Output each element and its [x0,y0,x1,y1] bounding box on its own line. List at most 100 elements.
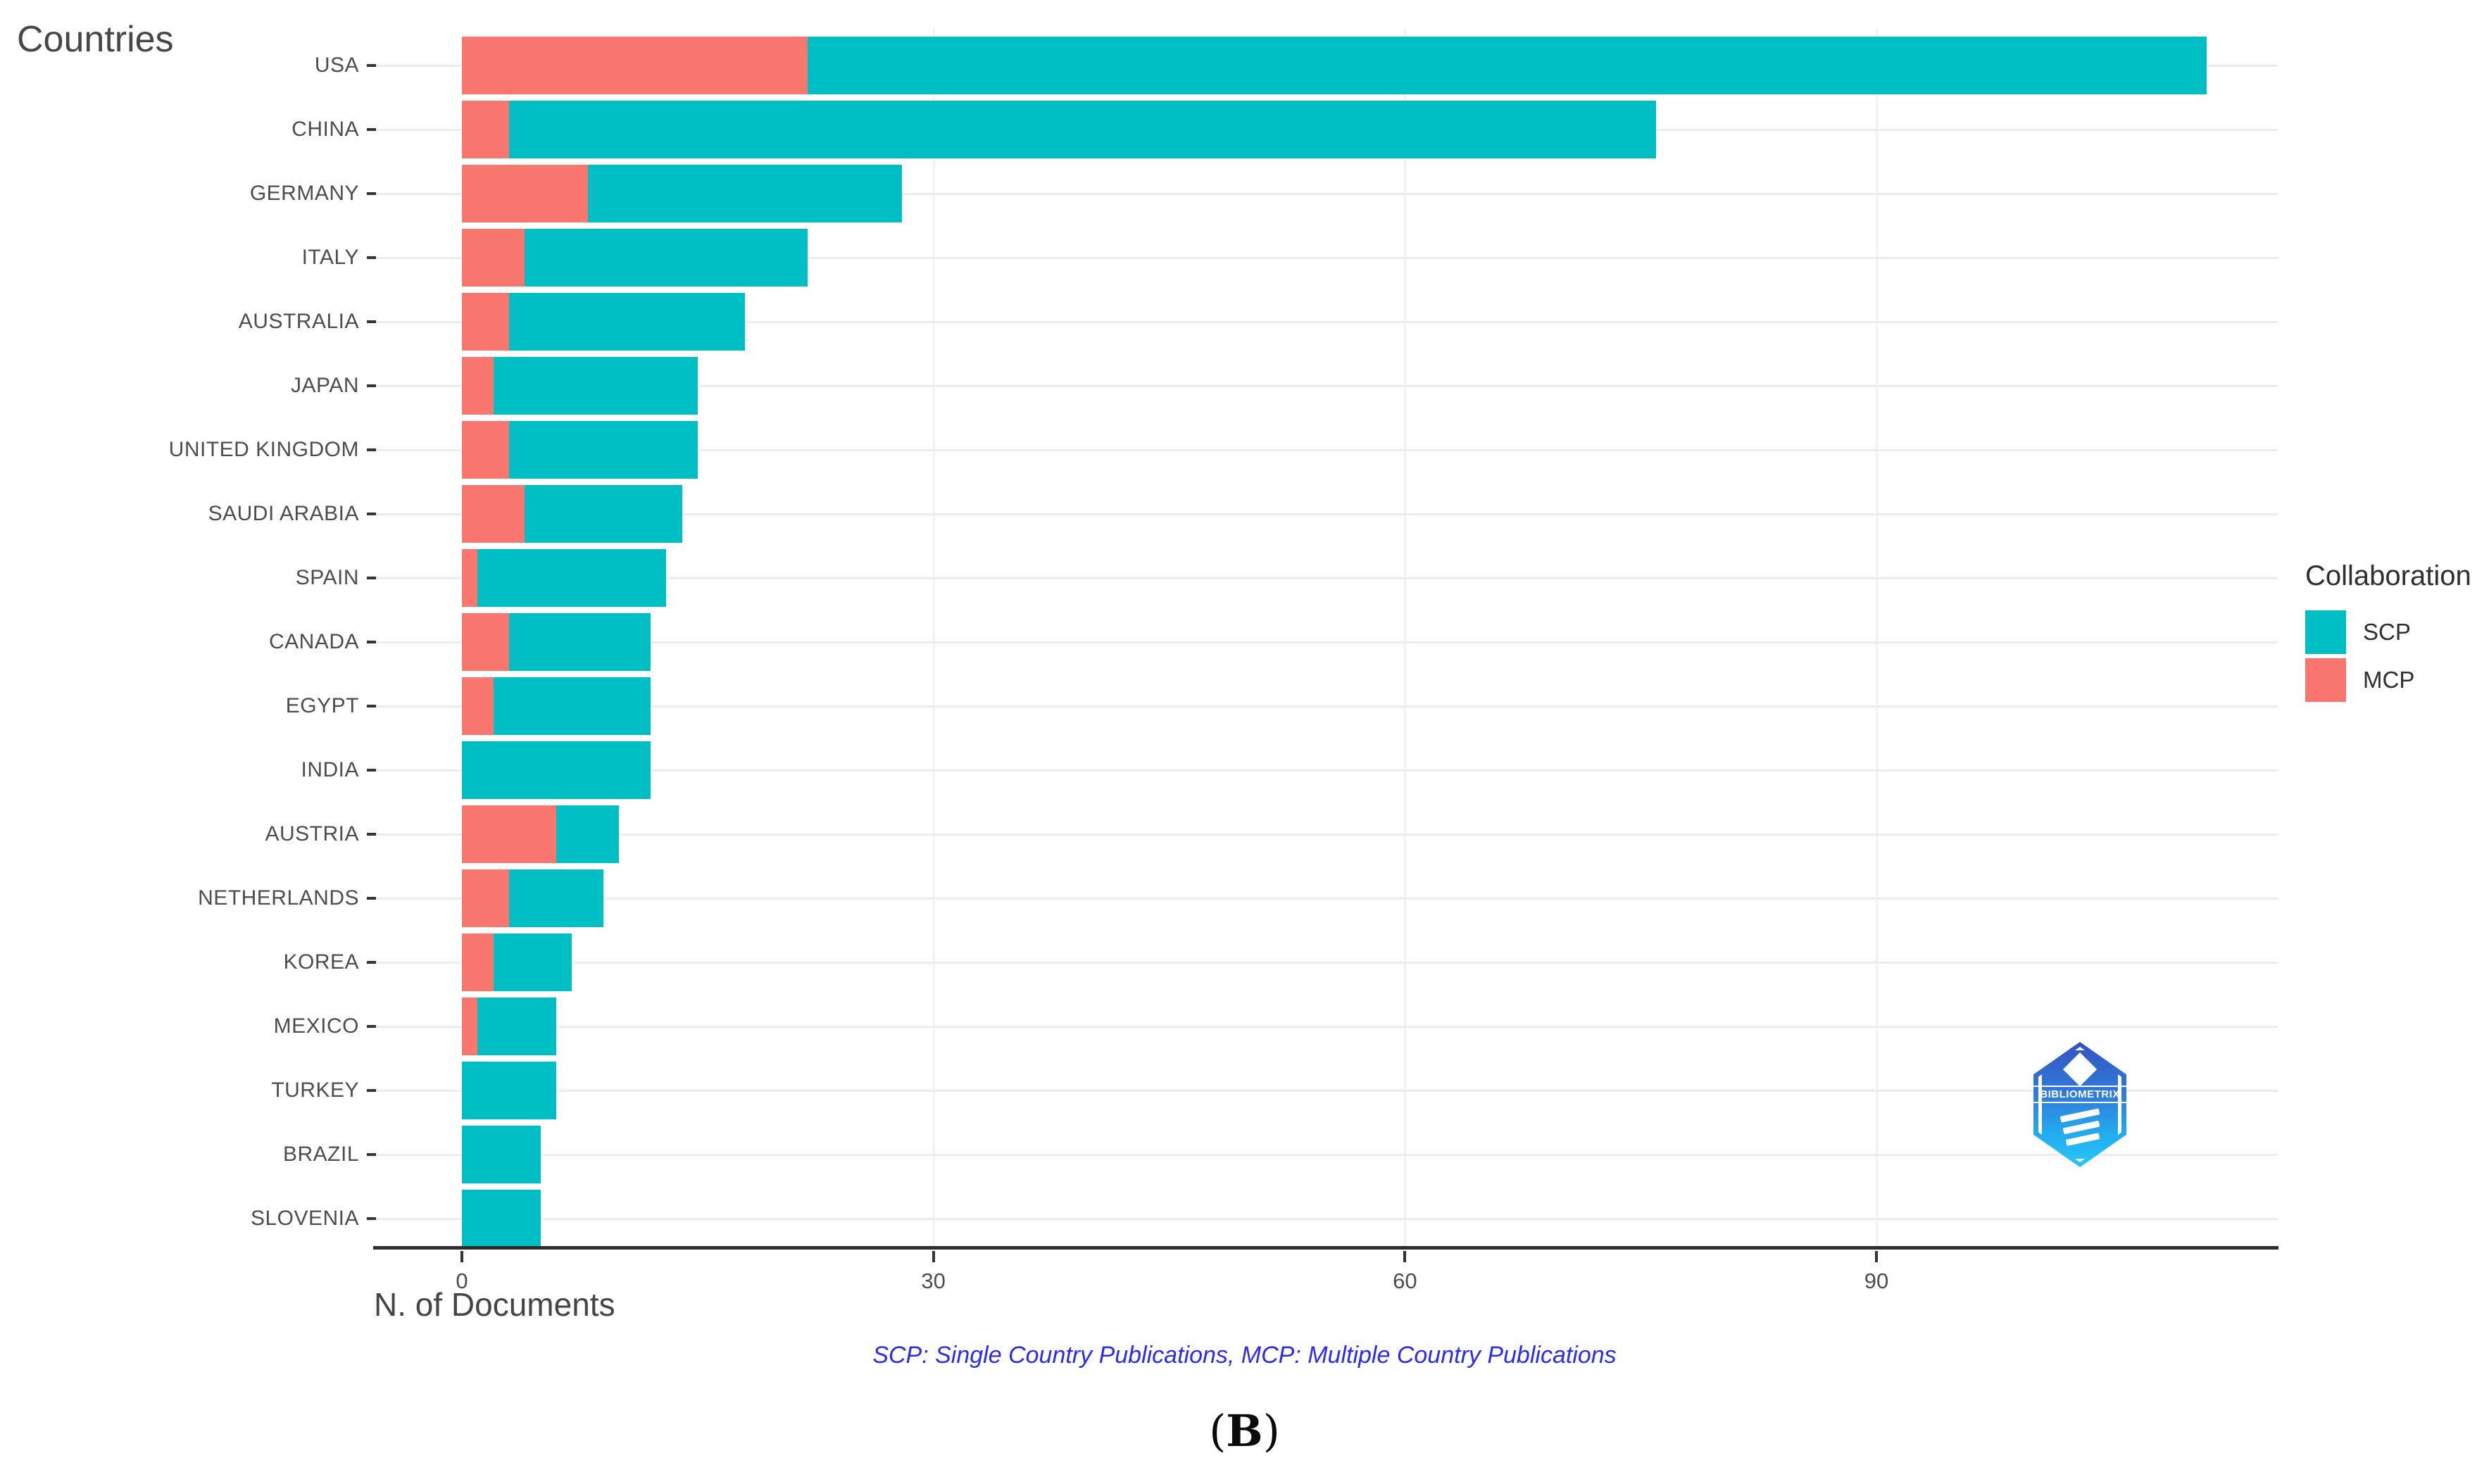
y-tick-mark [367,577,376,579]
bar-segment-scp [462,741,651,799]
y-axis-label-turkey: TURKEY [271,1079,359,1102]
horizontal-gridline [375,705,2278,708]
y-axis-label-brazil: BRAZIL [282,1143,359,1166]
figure-caption: (B) [0,1405,2489,1457]
x-axis-title: N. of Documents [374,1286,615,1323]
bar-segment-scp [808,37,2207,94]
y-tick-mark [367,705,376,708]
horizontal-gridline [375,834,2278,836]
caption-letter: B [1226,1405,1263,1457]
logo-text: BIBLIOMETRIX [2033,1086,2126,1103]
y-tick-mark [367,641,376,643]
y-axis-label-australia: AUSTRALIA [238,310,359,333]
horizontal-gridline [375,769,2278,772]
y-axis-label-canada: CANADA [268,630,359,653]
y-tick-mark [367,192,376,195]
bar-segment-mcp [462,998,478,1055]
bar-segment-scp [508,613,651,671]
y-axis-label-germany: GERMANY [249,182,359,205]
horizontal-gridline [375,577,2278,579]
bar-segment-scp [556,805,620,863]
bar-segment-mcp [462,485,525,543]
legend-item-label: SCP [2363,619,2411,645]
caption-close: ) [1262,1405,1280,1457]
y-tick-mark [367,1025,376,1028]
bar-segment-scp [462,1126,541,1183]
y-axis-label-china: CHINA [291,118,359,141]
y-axis-label-spain: SPAIN [295,566,359,589]
vertical-gridline [1404,28,1407,1247]
bar-segment-mcp [462,357,494,415]
y-axis-label-united-kingdom: UNITED KINGDOM [168,438,359,461]
y-axis-label-saudi-arabia: SAUDI ARABIA [208,502,359,525]
bar-segment-mcp [462,933,494,991]
y-tick-mark [367,256,376,259]
vertical-gridline [932,28,935,1247]
bar-segment-scp [462,1190,541,1247]
y-tick-mark [367,897,376,900]
bar-segment-mcp [462,677,494,735]
y-axis-label-mexico: MEXICO [273,1014,359,1038]
y-tick-mark [367,961,376,964]
bar-segment-mcp [462,229,525,287]
bar-segment-mcp [462,805,556,863]
caption-open: ( [1209,1405,1227,1457]
horizontal-gridline [375,898,2278,900]
bar-segment-mcp [462,869,509,927]
horizontal-gridline [375,1154,2278,1156]
legend: Collaboration SCP MCP [2295,560,2489,706]
vertical-gridline [1876,28,1878,1247]
legend-item-scp: SCP [2305,610,2489,654]
x-axis-line [373,1246,2278,1250]
horizontal-gridline [375,257,2278,259]
bar-segment-scp [462,1062,556,1119]
y-axis-label-austria: AUSTRIA [265,822,359,845]
legend-item-mcp: MCP [2305,658,2489,702]
bar-segment-scp [508,421,698,479]
bar-segment-scp [493,933,572,991]
bar-segment-scp [508,869,603,927]
x-tick-mark [932,1251,935,1262]
x-tick-label: 30 [921,1269,946,1293]
bar-segment-scp [587,165,902,222]
y-axis-label-slovenia: SLOVENIA [250,1207,359,1230]
bar-segment-scp [477,549,667,607]
y-tick-mark [367,1217,376,1220]
bar-segment-mcp [462,101,509,158]
mcp-swatch [2305,658,2346,702]
horizontal-gridline [375,962,2278,964]
x-tick-label: 0 [456,1269,468,1293]
horizontal-gridline [375,321,2278,323]
horizontal-gridline [375,513,2278,515]
y-axis-label-korea: KOREA [283,950,359,974]
y-tick-mark [367,833,376,836]
bibliometrix-logo: BIBLIOMETRIX [2033,1042,2126,1167]
bar-segment-scp [477,998,556,1055]
x-tick-mark [1403,1251,1407,1262]
bar-segment-mcp [462,165,588,222]
bar-segment-scp [525,229,808,287]
horizontal-gridline [375,193,2278,195]
horizontal-gridline [375,1218,2278,1220]
plot-title: Countries [17,19,174,60]
bar-segment-scp [493,357,698,415]
y-tick-mark [367,513,376,515]
y-axis-label-japan: JAPAN [291,374,359,397]
horizontal-gridline [375,1090,2278,1092]
bar-segment-scp [508,293,745,351]
bar-segment-scp [508,101,1657,158]
y-axis-label-usa: USA [314,54,359,77]
y-tick-mark [367,128,376,131]
y-axis-label-india: INDIA [301,758,359,781]
y-axis-label-egypt: EGYPT [285,694,359,717]
bar-segment-scp [493,677,651,735]
y-tick-mark [367,320,376,323]
x-tick-mark [1875,1251,1878,1262]
y-tick-mark [367,1089,376,1092]
y-tick-mark [367,384,376,387]
bar-segment-mcp [462,421,509,479]
y-tick-mark [367,1153,376,1156]
scp-mcp-annotation: SCP: Single Country Publications, MCP: M… [872,1342,1617,1369]
bar-segment-scp [525,485,682,543]
